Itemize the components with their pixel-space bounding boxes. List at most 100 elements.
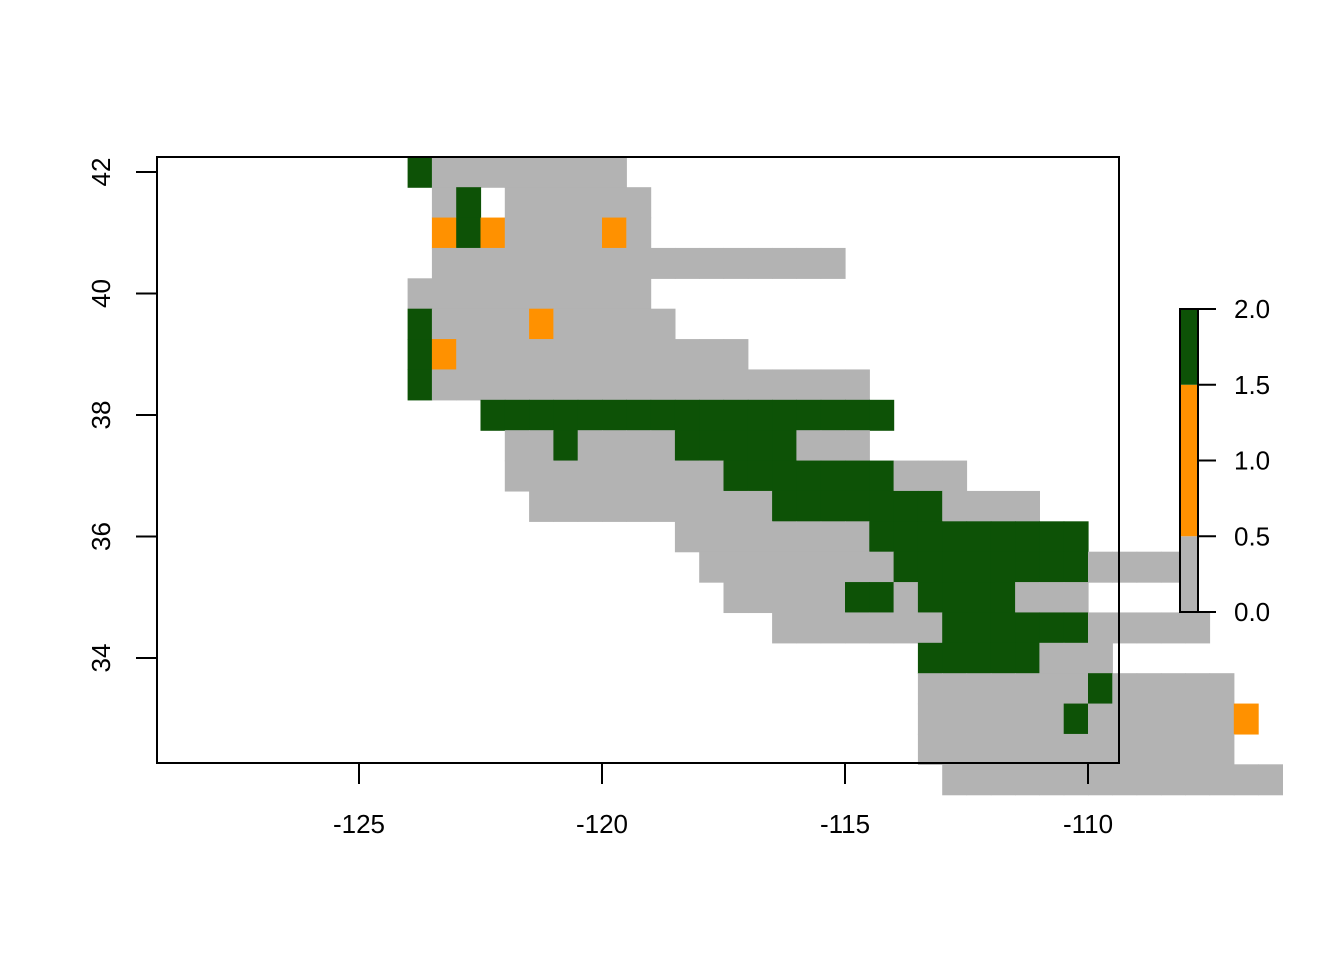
raster-cell	[942, 521, 968, 553]
raster-cell	[917, 703, 943, 735]
raster-cell	[1039, 642, 1065, 674]
raster-cell	[1258, 764, 1283, 796]
raster-cell	[942, 733, 968, 765]
raster-cell	[796, 582, 822, 614]
raster-cell	[820, 369, 846, 401]
raster-cell	[845, 521, 870, 553]
raster-cell	[893, 460, 919, 492]
raster-cell	[626, 308, 652, 340]
raster-cell	[820, 582, 846, 614]
raster-cell	[796, 490, 822, 522]
raster-cell	[966, 521, 992, 553]
raster-cell	[1209, 733, 1235, 765]
raster-cell	[723, 399, 749, 431]
x-axis: -125 -120 -115 -110	[333, 762, 1113, 839]
raster-cell	[650, 430, 676, 462]
raster-cell	[1039, 764, 1065, 796]
raster-cell	[1088, 551, 1113, 583]
raster-cell	[504, 399, 530, 431]
raster-cell	[1233, 703, 1259, 735]
raster-cell	[845, 369, 870, 401]
raster-cell	[990, 521, 1016, 553]
raster-cell	[602, 339, 627, 371]
raster-cell	[577, 308, 603, 340]
raster-cell	[1088, 673, 1113, 705]
raster-cell	[990, 703, 1016, 735]
raster-cell	[626, 490, 652, 522]
raster-cell	[577, 339, 603, 371]
raster-cell	[917, 642, 943, 674]
raster-cell	[772, 247, 797, 279]
raster-cell	[966, 582, 992, 614]
raster-cell	[820, 551, 846, 583]
raster-cell	[529, 399, 554, 431]
raster-cell	[966, 551, 992, 583]
raster-cell	[480, 308, 506, 340]
raster-cell	[456, 187, 482, 219]
raster-cell	[966, 703, 992, 735]
raster-cell	[626, 460, 652, 492]
raster-cell	[747, 551, 773, 583]
raster-cell	[990, 642, 1016, 674]
raster-cell	[529, 430, 554, 462]
color-legend: 0.0 0.5 1.0 1.5 2.0	[1179, 294, 1270, 627]
raster-cell	[917, 673, 943, 705]
raster-cell	[456, 308, 482, 340]
raster-cell	[966, 673, 992, 705]
raster-cell	[869, 460, 895, 492]
raster-cell	[1063, 733, 1089, 765]
raster-cell	[1112, 551, 1138, 583]
raster-cell	[1088, 612, 1113, 644]
raster-cell	[796, 430, 822, 462]
raster-cell	[1185, 733, 1211, 765]
raster-cell	[942, 460, 968, 492]
raster-cell	[431, 156, 457, 188]
raster-cell	[699, 339, 725, 371]
raster-cell	[577, 217, 603, 249]
raster-cell	[917, 733, 943, 765]
raster-cell	[1112, 612, 1138, 644]
raster-cell	[772, 521, 797, 553]
x-tick-label: -110	[1063, 809, 1113, 839]
raster-cell	[772, 490, 797, 522]
raster-cell	[553, 217, 579, 249]
legend-color-band	[1180, 536, 1198, 612]
raster-cell	[674, 247, 700, 279]
raster-cell	[1233, 764, 1259, 796]
raster-cell	[942, 551, 968, 583]
raster-cell	[674, 430, 700, 462]
raster-cell	[650, 399, 676, 431]
raster-cell	[1015, 612, 1040, 644]
raster-cell	[699, 430, 725, 462]
raster-cell	[1088, 642, 1113, 674]
raster-cell	[772, 399, 797, 431]
raster-cell	[1063, 642, 1089, 674]
raster-cell	[990, 490, 1016, 522]
raster-cell	[869, 551, 895, 583]
raster-cell	[1015, 673, 1040, 705]
raster-cell	[820, 399, 846, 431]
raster-cell	[1015, 642, 1040, 674]
raster-cell	[529, 156, 554, 188]
raster-cell	[577, 430, 603, 462]
raster-cell	[699, 551, 725, 583]
raster-cell	[1063, 764, 1089, 796]
raster-cell	[1185, 764, 1211, 796]
raster-cell	[942, 673, 968, 705]
raster-cell	[553, 308, 579, 340]
raster-cell	[723, 430, 749, 462]
raster-cell	[845, 430, 870, 462]
raster-cell	[626, 339, 652, 371]
raster-cell	[456, 247, 482, 279]
raster-cell	[456, 217, 482, 249]
raster-cell	[845, 612, 870, 644]
raster-cell	[1112, 764, 1138, 796]
raster-cell	[431, 278, 457, 310]
raster-cell	[699, 399, 725, 431]
raster-cell	[553, 460, 579, 492]
raster-cell	[480, 399, 506, 431]
x-tick-label: -120	[576, 809, 628, 839]
raster-cell	[820, 460, 846, 492]
raster-cell	[529, 278, 554, 310]
raster-cell	[626, 399, 652, 431]
